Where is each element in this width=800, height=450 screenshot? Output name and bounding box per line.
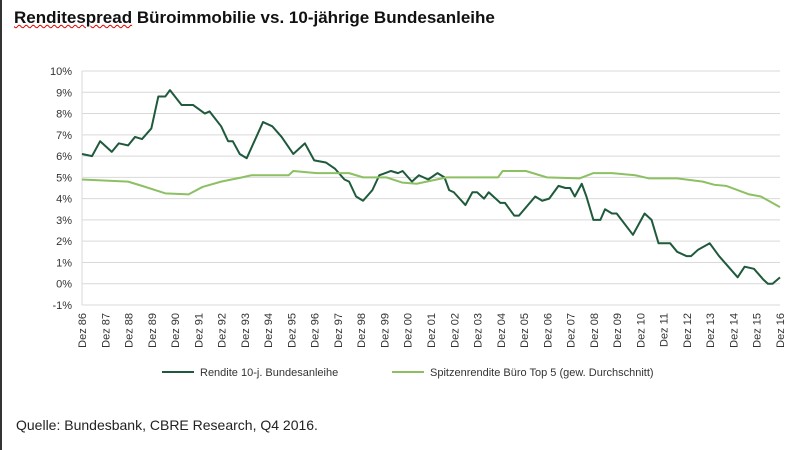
y-tick-label: 9% [56, 87, 72, 99]
series-line-0 [81, 89, 781, 285]
y-tick-label: 4% [56, 194, 72, 206]
chart-title: Renditespread Büroimmobilie vs. 10-jähri… [14, 8, 495, 28]
x-tick-label: Dez 16 [775, 313, 787, 348]
title-word-spellcheck: Renditespread [14, 8, 133, 27]
y-tick-label: 8% [56, 109, 72, 121]
legend-label-1: Spitzenrendite Büro Top 5 (gew. Durchsch… [430, 367, 654, 379]
x-tick-label: Dez 07 [566, 313, 578, 348]
x-tick-label: Dez 13 [705, 313, 717, 348]
x-tick-label: Dez 96 [310, 313, 322, 348]
x-tick-label: Dez 06 [542, 313, 554, 348]
x-tick-label: Dez 03 [473, 313, 485, 348]
x-tick-label: Dez 89 [147, 313, 159, 348]
y-tick-label: 10% [50, 66, 72, 78]
x-tick-label: Dez 95 [286, 313, 298, 348]
x-tick-label: Dez 14 [728, 313, 740, 348]
x-tick-label: Dez 12 [682, 313, 694, 348]
legend-label-0: Rendite 10-j. Bundesanleihe [200, 367, 338, 379]
x-tick-label: Dez 15 [752, 313, 764, 348]
x-tick-label: Dez 88 [124, 313, 136, 348]
title-rest: Büroimmobilie vs. 10-jährige Bundesanlei… [132, 8, 495, 27]
x-tick-label: Dez 87 [100, 313, 112, 348]
source-note: Quelle: Bundesbank, CBRE Research, Q4 20… [16, 417, 318, 433]
x-tick-label: Dez 09 [612, 313, 624, 348]
series-line-1 [81, 169, 781, 209]
x-tick-label: Dez 90 [170, 313, 182, 348]
y-tick-label: 0% [56, 279, 72, 291]
y-tick-label: 2% [56, 236, 72, 248]
y-tick-label: 7% [56, 130, 72, 142]
x-tick-label: Dez 05 [519, 313, 531, 348]
x-tick-label: Dez 98 [356, 313, 368, 348]
y-tick-label: 6% [56, 151, 72, 163]
y-tick-label: 3% [56, 215, 72, 227]
y-tick-label: 5% [56, 172, 72, 184]
x-tick-label: Dez 04 [496, 313, 508, 348]
x-tick-label: Dez 99 [379, 313, 391, 348]
y-tick-label: 1% [56, 257, 72, 269]
x-tick-label: Dez 00 [403, 313, 415, 348]
x-tick-label: Dez 01 [426, 313, 438, 348]
x-tick-label: Dez 08 [589, 313, 601, 348]
x-tick-label: Dez 91 [193, 313, 205, 348]
x-tick-label: Dez 92 [217, 313, 229, 348]
x-tick-label: Dez 10 [635, 313, 647, 348]
x-tick-label: Dez 93 [240, 313, 252, 348]
x-tick-label: Dez 02 [449, 313, 461, 348]
x-tick-label: Dez 11 [659, 313, 671, 347]
x-tick-label: Dez 86 [77, 313, 89, 348]
x-tick-label: Dez 97 [333, 313, 345, 348]
x-tick-label: Dez 94 [263, 313, 275, 348]
y-tick-label: -1% [52, 300, 72, 312]
